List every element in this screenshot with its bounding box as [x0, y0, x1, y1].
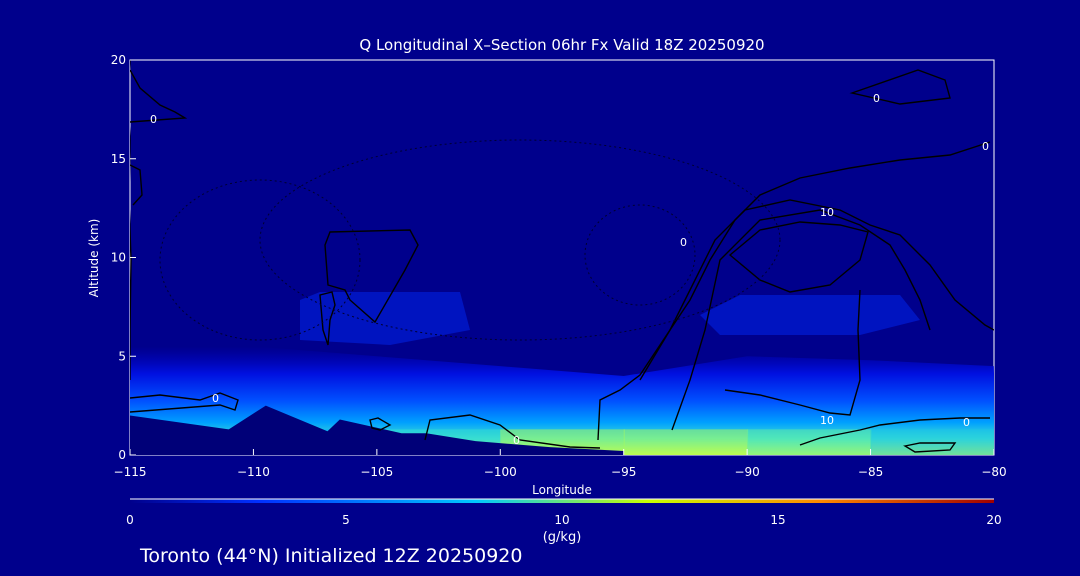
right-moisture-patch — [700, 295, 920, 335]
contour-lines — [130, 60, 994, 453]
contour-line — [849, 69, 951, 105]
contour-dotted — [159, 139, 781, 341]
contour-line — [639, 199, 994, 381]
contour-label: 0 — [873, 92, 880, 105]
colorbar-tick-label: 15 — [770, 513, 785, 527]
contour-line — [369, 417, 392, 431]
terrain — [130, 405, 624, 455]
contour-label: 0 — [680, 236, 687, 249]
contour-line — [671, 209, 931, 431]
contour-line — [130, 392, 239, 413]
colorbar-ticks: 0 5 10 15 20 — [126, 513, 1001, 527]
x-tick-label: −80 — [981, 465, 1006, 479]
contour-line — [903, 442, 957, 453]
x-tick-label: −110 — [237, 465, 270, 479]
contour-line — [130, 164, 143, 206]
y-axis-label: Altitude (km) — [87, 219, 101, 298]
contour-labels: 0 0 0 0 0 10 10 0 0 — [150, 92, 989, 447]
contour-label: 0 — [982, 140, 989, 153]
contour-line — [799, 417, 990, 446]
contour-label: 10 — [820, 206, 834, 219]
contour-line — [424, 414, 601, 449]
chart-title: Q Longitudinal X–Section 06hr Fx Valid 1… — [359, 36, 764, 54]
contour-label: 0 — [150, 113, 157, 126]
contour-label: 0 — [212, 392, 219, 405]
y-tick-label: 20 — [111, 53, 126, 67]
x-tick-label: −100 — [484, 465, 517, 479]
x-axis-label: Longitude — [532, 483, 592, 497]
y-axis-ticks: 0 5 10 15 20 — [111, 53, 136, 462]
colorbar-label: (g/kg) — [543, 530, 582, 545]
surface-moisture-cell — [623, 429, 749, 455]
colorbar-tick-label: 10 — [554, 513, 569, 527]
station-text: Toronto (44°N) Initialized 12Z 20250920 — [139, 545, 523, 567]
contour-line — [130, 69, 188, 123]
y-tick-label: 5 — [118, 349, 126, 363]
contour-line — [597, 141, 991, 441]
contour-line — [324, 229, 419, 324]
x-tick-label: −115 — [114, 465, 147, 479]
x-tick-label: −105 — [360, 465, 393, 479]
y-tick-label: 15 — [111, 152, 126, 166]
colorbar-tick-label: 20 — [986, 513, 1001, 527]
upper-moisture-patch — [300, 292, 470, 345]
y-tick-label: 0 — [118, 448, 126, 462]
contour-line — [319, 291, 336, 346]
x-tick-label: −85 — [858, 465, 883, 479]
contour-line — [724, 289, 861, 416]
plot-content — [130, 60, 994, 455]
y-tick-label: 10 — [111, 251, 126, 265]
contour-label: 10 — [820, 414, 834, 427]
contour-line — [728, 221, 869, 293]
x-tick-label: −95 — [611, 465, 636, 479]
x-axis-ticks: −115 −110 −105 −100 −95 −90 −85 −80 — [114, 449, 1007, 479]
contour-label: 0 — [513, 434, 520, 447]
colorbar-tick-label: 0 — [126, 513, 134, 527]
contour-label: 0 — [963, 416, 970, 429]
x-tick-label: −90 — [734, 465, 759, 479]
colorbar-tick-label: 5 — [342, 513, 350, 527]
colorbar — [130, 499, 994, 503]
